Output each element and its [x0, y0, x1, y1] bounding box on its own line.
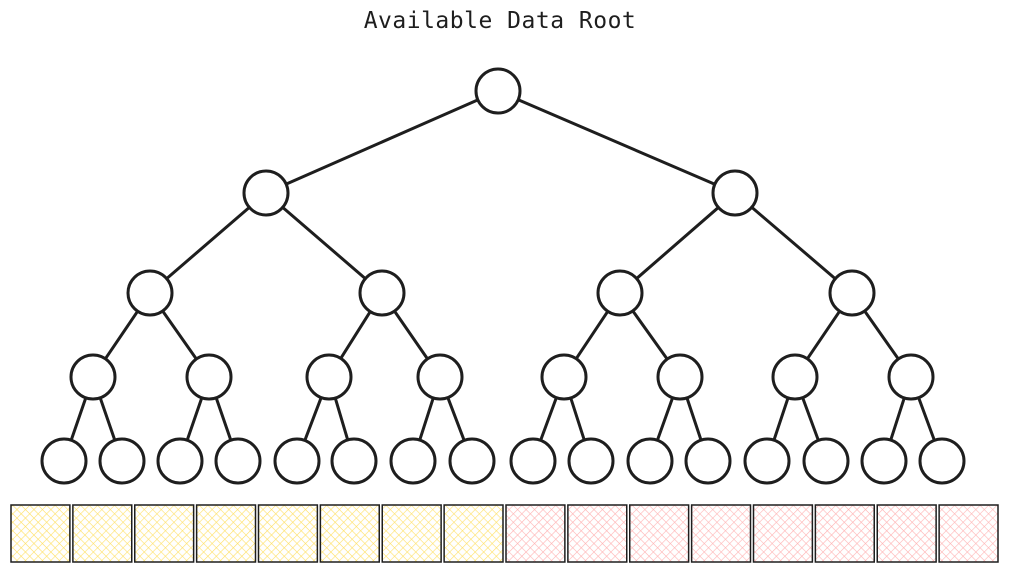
- data-cell-yellow: [443, 504, 504, 563]
- data-cell-pink: [505, 504, 566, 563]
- data-cell-yellow: [10, 504, 71, 563]
- tree-edge: [539, 396, 558, 442]
- leaf-node: [802, 437, 850, 485]
- tree-edge: [284, 98, 480, 186]
- data-cell-yellow: [319, 504, 380, 563]
- tree-node: [69, 353, 117, 401]
- tree-edge: [574, 309, 610, 361]
- tree-edge: [418, 396, 435, 442]
- leaf-node: [156, 437, 204, 485]
- tree-node: [596, 269, 644, 317]
- tree-edge: [569, 396, 586, 442]
- data-cell-pink: [629, 504, 690, 563]
- tree-node: [540, 353, 588, 401]
- tree-node: [242, 169, 290, 217]
- tree-edge: [685, 396, 703, 442]
- data-cell-yellow: [257, 504, 319, 563]
- tree-edge: [917, 396, 936, 442]
- tree-edge: [516, 98, 717, 186]
- data-cell-yellow: [195, 504, 257, 563]
- tree-edge: [801, 396, 820, 442]
- tree-edge: [635, 205, 720, 281]
- data-cell-pink: [567, 504, 628, 563]
- tree-edge: [750, 205, 837, 281]
- tree-edge: [333, 396, 350, 442]
- tree-edge: [103, 309, 140, 361]
- tree-edge: [805, 309, 842, 361]
- tree-node: [771, 353, 819, 401]
- tree-edge: [631, 309, 669, 361]
- data-cell-pink: [752, 504, 814, 563]
- tree-edge: [185, 396, 204, 442]
- leaf-node: [389, 437, 437, 485]
- leaf-node: [40, 437, 88, 485]
- tree-node: [305, 353, 353, 401]
- leaf-node: [509, 437, 557, 485]
- tree-edge: [161, 309, 198, 361]
- tree-edge: [889, 396, 906, 442]
- data-cell-yellow: [134, 504, 195, 563]
- tree-node: [828, 269, 876, 317]
- leaf-node: [684, 437, 732, 485]
- leaf-node: [567, 437, 615, 485]
- tree-node: [887, 353, 935, 401]
- leaf-node: [918, 437, 966, 485]
- tree-edge: [303, 396, 323, 442]
- root-node: [474, 67, 522, 115]
- tree-edge: [98, 396, 117, 442]
- leaf-node: [743, 437, 791, 485]
- leaf-node: [214, 437, 262, 485]
- tree-node: [358, 269, 406, 317]
- data-cell-yellow: [72, 504, 133, 563]
- tree-edge: [339, 310, 372, 360]
- tree-edge: [214, 396, 233, 442]
- tree-edge: [772, 396, 790, 442]
- tree-edge: [863, 309, 900, 361]
- tree-edge: [165, 205, 251, 281]
- tree-edge: [281, 205, 367, 281]
- tree-node: [656, 353, 704, 401]
- tree-edge: [655, 396, 675, 442]
- leaf-node: [273, 437, 321, 485]
- leaf-node: [448, 437, 496, 485]
- diagram-title: Available Data Root: [363, 8, 637, 34]
- leaf-node: [860, 437, 908, 485]
- tree-edge: [446, 396, 466, 442]
- leaf-node: [98, 437, 146, 485]
- tree-node: [416, 353, 464, 401]
- tree-node: [185, 353, 233, 401]
- data-cell-yellow: [381, 504, 442, 563]
- leaf-node: [330, 437, 378, 485]
- tree-edge: [69, 396, 88, 442]
- data-cell-pink: [876, 504, 937, 563]
- tree-edge: [393, 309, 429, 361]
- leaf-node: [626, 437, 674, 485]
- data-cell-pink: [690, 504, 752, 563]
- tree-node: [126, 269, 174, 317]
- data-cell-pink: [814, 504, 875, 563]
- tree-node: [711, 169, 759, 217]
- data-cell-pink: [938, 504, 999, 563]
